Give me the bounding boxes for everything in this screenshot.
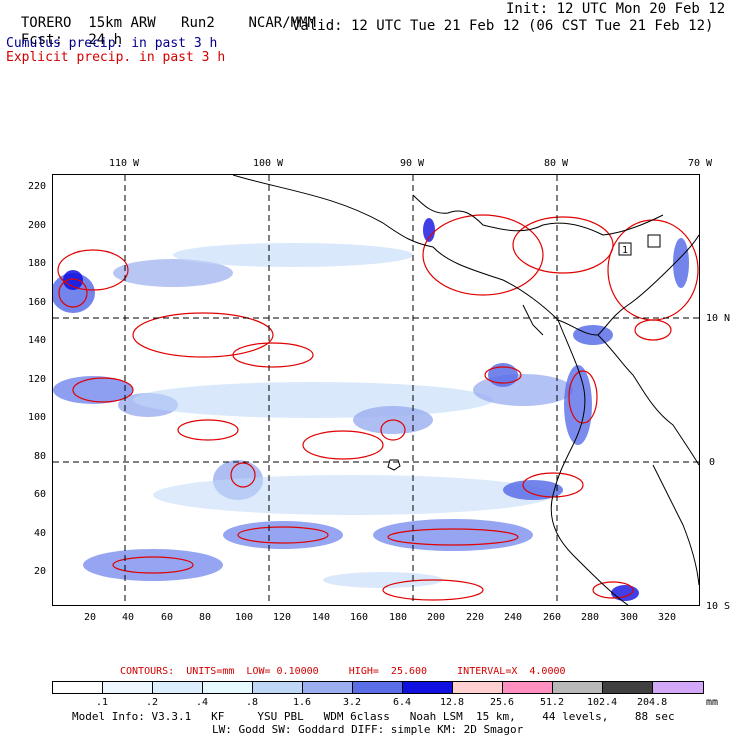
x-tick: 80: [198, 612, 212, 623]
lat-label-10s: 10 S: [706, 601, 731, 612]
x-tick: 180: [388, 612, 408, 623]
legend-level: 12.8: [439, 697, 465, 708]
x-tick: 120: [272, 612, 292, 623]
x-tick: 220: [465, 612, 485, 623]
x-tick: 260: [542, 612, 562, 623]
lon-label-90w: 90 W: [399, 158, 425, 169]
grid-box-marker: [618, 242, 632, 256]
y-tick: 40: [33, 528, 46, 539]
y-tick: 160: [27, 297, 46, 308]
legend-swatch: [103, 682, 153, 693]
x-tick: 140: [311, 612, 331, 623]
legend-level: 25.6: [489, 697, 515, 708]
physics-info: LW: Godd SW: Goddard DIFF: simple KM: 2D…: [212, 723, 524, 736]
lon-label-70w: 70 W: [687, 158, 713, 169]
header-line-1: TORERO 15km ARW Run2 NCAR/MMM: [4, 2, 316, 30]
y-tick: 180: [27, 258, 46, 269]
legend-level: .4: [195, 697, 209, 708]
explicit-field-label: Explicit precip. in past 3 h: [6, 50, 226, 65]
legend-level: 51.2: [539, 697, 565, 708]
x-tick: 300: [619, 612, 639, 623]
model-info: Model Info: V3.3.1 KF YSU PBL WDM 6class…: [72, 710, 675, 723]
forecast-label: Fcst:: [20, 32, 64, 48]
legend-colorbar: [52, 681, 704, 694]
x-tick: 280: [580, 612, 600, 623]
legend-swatch: [503, 682, 553, 693]
legend-level: .1: [95, 697, 109, 708]
grid-box-marker-label: 1: [622, 245, 628, 256]
legend-swatch: [603, 682, 653, 693]
x-tick: 320: [657, 612, 677, 623]
x-tick: 20: [83, 612, 97, 623]
organization: NCAR/MMM: [248, 15, 316, 31]
y-tick: 220: [27, 181, 46, 192]
lon-label-100w: 100 W: [252, 158, 284, 169]
x-tick: 240: [503, 612, 523, 623]
lat-label-0: 0: [709, 457, 716, 468]
legend-level: 102.4: [587, 697, 618, 708]
x-tick: 160: [349, 612, 369, 623]
cumulus-field-label: Cumulus precip. in past 3 h: [6, 36, 218, 51]
legend-swatch: [453, 682, 503, 693]
x-tick: 40: [121, 612, 135, 623]
legend-level: 6.4: [392, 697, 412, 708]
coastlines: [232, 174, 700, 606]
y-tick: 80: [33, 451, 46, 462]
legend-swatch: [153, 682, 203, 693]
y-tick: 60: [33, 489, 46, 500]
init-time: Init: 12 UTC Mon 20 Feb 12: [506, 1, 726, 17]
model-name: TORERO: [20, 15, 72, 31]
contours-info: CONTOURS: UNITS=mm LOW= 0.10000 HIGH= 25…: [120, 666, 566, 677]
y-tick: 100: [27, 412, 46, 423]
legend-swatch: [553, 682, 603, 693]
legend-swatch: [653, 682, 703, 693]
precip-map-canvas: 1: [51, 174, 700, 606]
forecast-hour: 24 h: [88, 32, 123, 48]
cumulus-shading: [51, 218, 689, 601]
header-line-2: Fcst: 24 h: [4, 19, 122, 47]
lon-label-110w: 110 W: [108, 158, 140, 169]
legend-swatch: [353, 682, 403, 693]
y-tick: 120: [27, 374, 46, 385]
legend-swatch: [203, 682, 253, 693]
valid-time: Valid: 12 UTC Tue 21 Feb 12 (06 CST Tue …: [292, 18, 714, 34]
y-tick: 140: [27, 335, 46, 346]
lon-label-80w: 80 W: [543, 158, 569, 169]
legend-level: 3.2: [342, 697, 362, 708]
legend-level: 1.6: [292, 697, 312, 708]
lat-label-10n: 10 N: [706, 313, 731, 324]
legend-swatch: [53, 682, 103, 693]
y-tick: 20: [33, 566, 46, 577]
legend-unit: mm: [706, 697, 719, 708]
x-tick: 100: [234, 612, 254, 623]
legend-level: .8: [245, 697, 259, 708]
y-tick: 200: [27, 220, 46, 231]
graticule: [53, 175, 699, 605]
x-tick: 200: [426, 612, 446, 623]
precip-map: 1: [51, 174, 700, 606]
legend-level: .2: [145, 697, 159, 708]
legend-swatch: [403, 682, 453, 693]
x-tick: 60: [160, 612, 174, 623]
run-name: Run2: [181, 15, 215, 31]
legend-swatch: [303, 682, 353, 693]
model-resolution: 15km ARW: [88, 15, 156, 31]
legend-swatch: [253, 682, 303, 693]
legend-level: 204.8: [637, 697, 668, 708]
